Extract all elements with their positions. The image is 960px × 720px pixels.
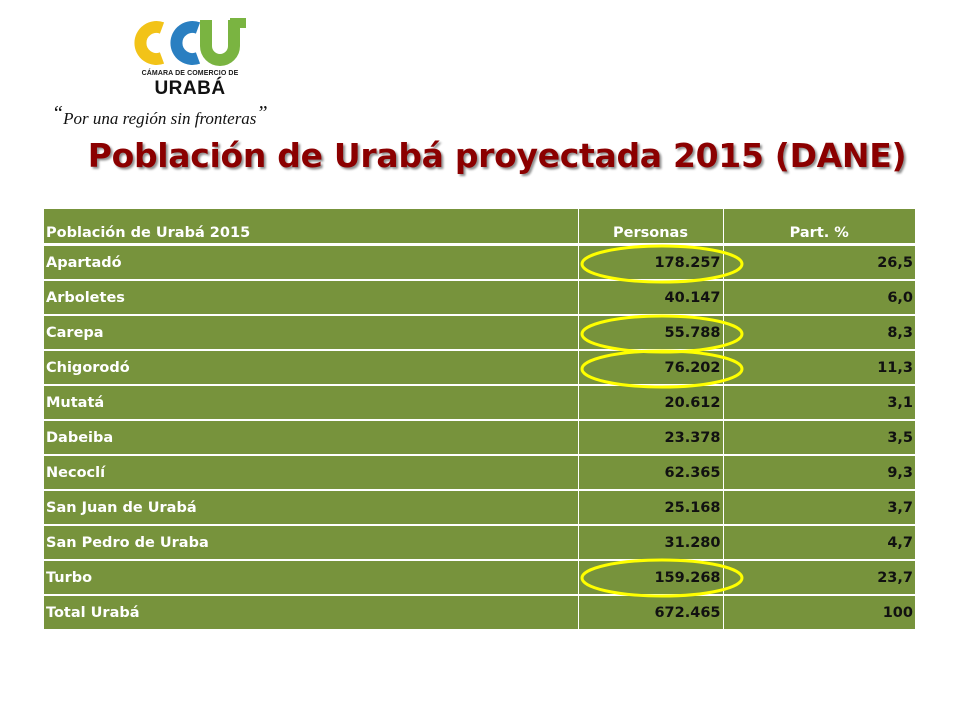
- table-row: Apartadó 178.257 26,5: [44, 244, 915, 281]
- municipality-name: Carepa: [44, 315, 579, 351]
- part-value: 6,0: [723, 280, 915, 316]
- page-title: Población de Urabá proyectada 2015 (DANE…: [0, 136, 960, 175]
- total-part: 100: [882, 604, 913, 621]
- personas-value: 76.202: [578, 350, 724, 386]
- municipality-name: San Pedro de Uraba: [44, 525, 579, 561]
- table-header-row: Población de Urabá 2015 Personas Part. %: [44, 209, 915, 246]
- municipality-name: Dabeiba: [44, 420, 579, 456]
- total-label: Total Urabá: [44, 595, 579, 629]
- municipality-name: San Juan de Urabá: [44, 490, 579, 526]
- header-personas: Personas: [578, 209, 724, 246]
- table-row: Mutatá 20.612 3,1: [44, 385, 915, 421]
- header-part: Part. %: [723, 209, 915, 246]
- personas-value: 178.257: [578, 244, 724, 281]
- municipality-name: Apartadó: [44, 244, 579, 281]
- ccu-logo: CÁMARA DE COMERCIO DE URABÁ: [132, 16, 248, 102]
- personas-value: 62.365: [578, 455, 724, 491]
- municipality-name: Chigorodó: [44, 350, 579, 386]
- personas-value: 55.788: [578, 315, 724, 351]
- header-population: Población de Urabá 2015: [44, 209, 579, 246]
- part-value: 4,7: [723, 525, 915, 561]
- municipality-name: Mutatá: [44, 385, 579, 421]
- personas-value: 40.147: [578, 280, 724, 316]
- table-row: Dabeiba 23.378 3,5: [44, 420, 915, 456]
- municipality-name: Turbo: [44, 560, 579, 596]
- logo-name: URABÁ: [154, 78, 226, 99]
- slogan: “Por una región sin fronteras”: [52, 102, 268, 129]
- page-title-text: Población de Urabá proyectada 2015 (DANE…: [87, 136, 907, 175]
- table-row: San Pedro de Uraba 31.280 4,7: [44, 525, 915, 561]
- part-value: 23,7: [723, 560, 915, 596]
- part-value: 9,3: [723, 455, 915, 491]
- total-row: Total Urabá 672.465 100: [44, 595, 915, 629]
- table-row: Chigorodó 76.202 11,3: [44, 350, 915, 386]
- table-row: Necoclí 62.365 9,3: [44, 455, 915, 491]
- table-row: Arboletes 40.147 6,0: [44, 280, 915, 316]
- personas-value: 20.612: [578, 385, 724, 421]
- close-quote: ”: [256, 102, 268, 124]
- personas-value: 25.168: [578, 490, 724, 526]
- part-value: 8,3: [723, 315, 915, 351]
- personas-value: 159.268: [578, 560, 724, 596]
- municipality-name: Arboletes: [44, 280, 579, 316]
- part-value: 26,5: [723, 244, 915, 281]
- population-table: Población de Urabá 2015 Personas Part. %…: [44, 209, 915, 629]
- part-value: 11,3: [723, 350, 915, 386]
- table-row: Carepa 55.788 8,3: [44, 315, 915, 351]
- slogan-text: Por una región sin fronteras: [63, 109, 257, 128]
- table-row: San Juan de Urabá 25.168 3,7: [44, 490, 915, 526]
- total-personas: 672.465: [578, 595, 724, 629]
- table-row: Turbo 159.268 23,7: [44, 560, 915, 596]
- municipality-name: Necoclí: [44, 455, 579, 491]
- open-quote: “: [52, 102, 64, 124]
- part-value: 3,5: [723, 420, 915, 456]
- ccu-logo-mark-icon: [134, 18, 246, 66]
- part-value: 3,1: [723, 385, 915, 421]
- part-value: 3,7: [723, 490, 915, 526]
- personas-value: 31.280: [578, 525, 724, 561]
- personas-value: 23.378: [578, 420, 724, 456]
- logo-subtitle: CÁMARA DE COMERCIO DE: [141, 70, 239, 77]
